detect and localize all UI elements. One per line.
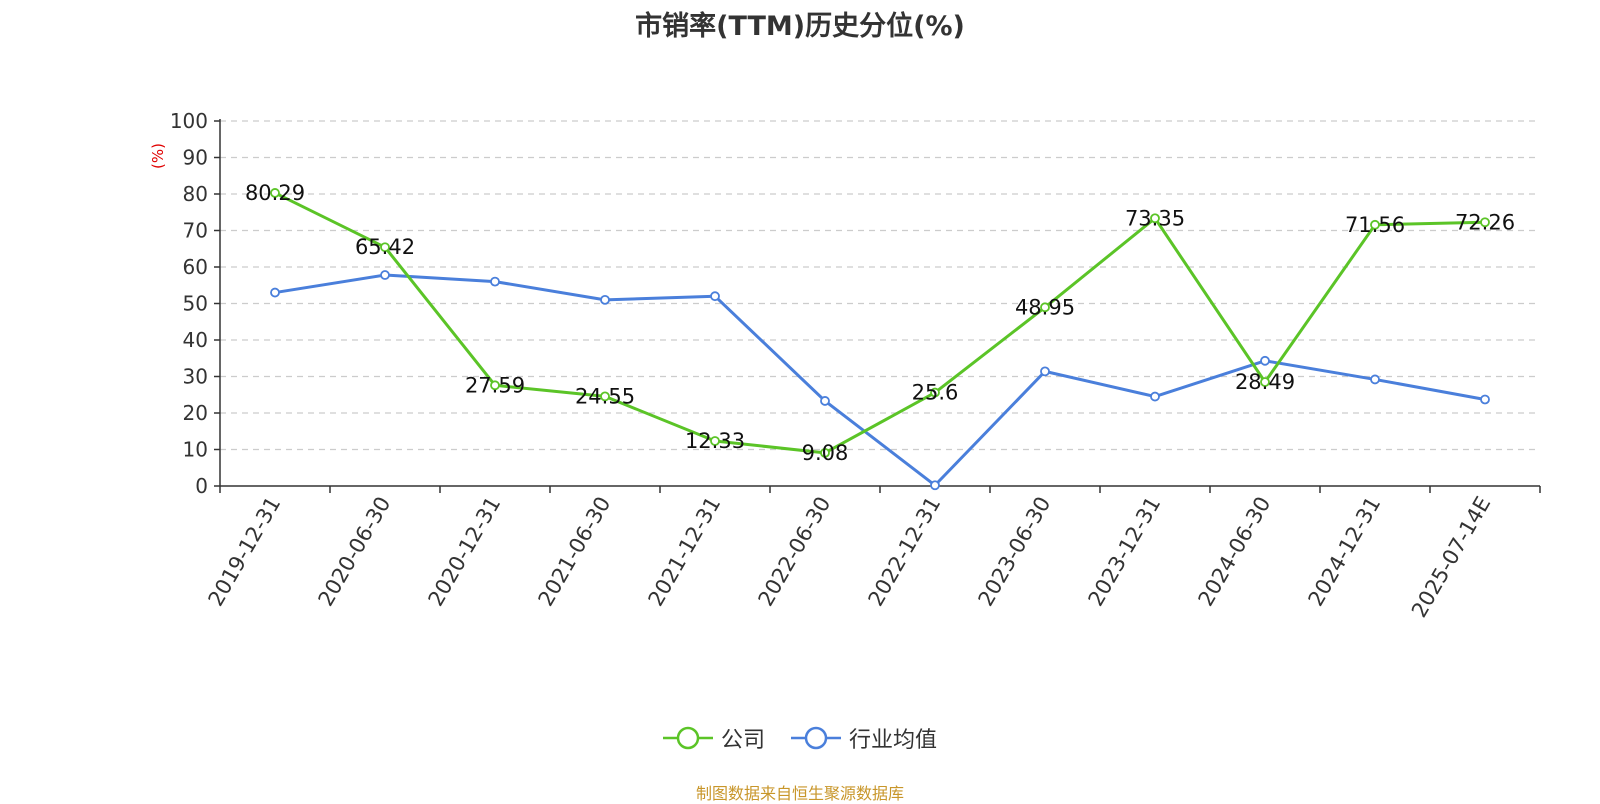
y-tick-label: 100 [170,109,208,133]
data-label: 27.59 [465,373,525,397]
data-label: 80.29 [245,181,305,205]
data-label: 12.33 [685,429,745,453]
series-line-1 [274,273,1486,487]
x-tick-label: 2021-06-30 [534,493,616,611]
legend: 公司 行业均值 [0,722,1600,754]
x-tick-label: 2023-12-31 [1084,493,1166,611]
legend-company-label: 公司 [720,728,765,753]
legend-company-line-icon [662,726,713,750]
data-label: 24.55 [575,384,635,408]
data-label: 28.49 [1235,370,1295,394]
x-tick-label: 2019-12-31 [204,493,286,611]
y-tick-label: 90 [183,146,208,170]
series-1-point[interactable] [820,396,830,406]
legend-industry-label: 行业均值 [849,728,938,753]
grid-lines [220,120,1540,451]
x-tick-label: 2024-06-30 [1194,493,1276,611]
chart-title: 市销率(TTM)历史分位(%) [635,11,965,42]
y-tick-label: 60 [183,255,208,279]
series-0-point[interactable] [1040,302,1050,313]
x-tick-label: 2025-07-14E [1407,493,1495,622]
series-1-point[interactable] [600,294,610,305]
series-0-point[interactable] [710,436,720,446]
x-tick-label: 2021-12-31 [644,493,726,611]
y-tick-label: 10 [183,438,208,462]
y-tick-label: 70 [183,219,208,243]
series-1-point[interactable] [1150,391,1160,402]
data-label: 65.42 [355,235,415,259]
x-tick-label: 2020-06-30 [314,493,396,611]
y-tick-label: 40 [183,328,208,352]
x-tick-label: 2022-12-31 [864,493,946,611]
legend-item-company[interactable]: 公司 [662,722,765,754]
series-0-point[interactable] [930,387,940,398]
data-label: 48.95 [1015,295,1075,319]
series-1-point[interactable] [490,276,500,287]
series-0-point[interactable] [1260,377,1270,387]
data-label: 73.35 [1125,206,1185,230]
series-1-point[interactable] [270,287,280,298]
source-note: 制图数据来自恒生聚源数据库 [695,784,904,803]
data-label: 9.08 [802,441,849,465]
y-tick-label: 0 [195,474,208,498]
data-label: 71.56 [1345,213,1405,237]
series-1-point[interactable] [710,291,720,302]
series-0-point[interactable] [820,447,830,458]
series-1-point[interactable] [1260,355,1270,366]
y-axis-unit-label: (%) [149,143,167,169]
x-tick-labels: 2019-12-31 2020-06-30 2020-12-31 2021-06-30… [204,493,1496,622]
series-1-point[interactable] [1480,394,1490,405]
x-tick-label: 2022-06-30 [754,493,836,611]
y-tick-label: 80 [183,182,208,206]
y-tick-label: 30 [183,365,208,389]
y-tick-labels: 0 10 20 30 40 50 60 70 80 90 100 [170,109,208,498]
series-1-point[interactable] [1040,366,1050,377]
series-1-point[interactable] [1370,374,1380,385]
x-tick-label: 2024-12-31 [1304,493,1386,611]
axes [214,119,1541,493]
series-1-point[interactable] [930,480,940,491]
data-label: 72.26 [1455,210,1515,234]
data-label: 25.6 [912,381,959,405]
legend-industry-line-icon [791,726,841,750]
x-tick-label: 2020-12-31 [424,493,506,611]
series-0-point[interactable] [1370,219,1380,230]
legend-item-industry-average[interactable]: 行业均值 [791,722,937,754]
series-line-0 [274,191,1486,455]
series-0-point[interactable] [270,188,280,198]
series-0-point[interactable] [1480,217,1490,228]
x-tick-label: 2023-06-30 [974,493,1056,611]
series-0-point[interactable] [380,242,390,253]
data-labels: 80.29 65.42 27.59 24.55 12.33 9.08 25.6 48.95 73… [245,181,1515,465]
series-lines [270,188,1490,491]
series-0-point[interactable] [600,391,610,402]
series-0-point[interactable] [490,380,500,391]
y-tick-label: 50 [183,292,208,316]
series-0-point[interactable] [1150,213,1160,224]
y-tick-label: 20 [183,401,208,425]
series-1-point[interactable] [380,270,390,280]
